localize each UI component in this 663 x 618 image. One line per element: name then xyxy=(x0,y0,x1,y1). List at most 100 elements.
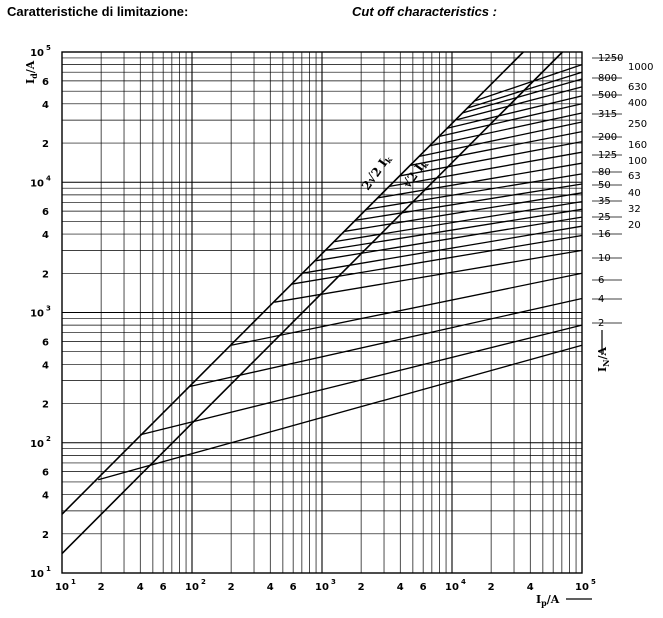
rating-label-text: 315 xyxy=(598,109,617,120)
rating-label-1250: 1250 xyxy=(592,53,623,64)
series-line-125 xyxy=(389,151,583,188)
series-line-160 xyxy=(400,140,583,177)
y-tick-text: 6 xyxy=(42,207,49,218)
y-axis-label: Id/A xyxy=(24,60,39,84)
rating-label-text: 500 xyxy=(598,90,617,101)
y-tick-text: 6 xyxy=(42,337,49,348)
x-tick-text: 10 xyxy=(315,582,329,593)
x-tick-label: 6 xyxy=(160,582,167,593)
y-tick-text: 4 xyxy=(42,360,49,371)
x-tick-text: 2 xyxy=(488,582,495,593)
x-tick-exponent: 5 xyxy=(591,578,596,586)
rating-label-text: 100 xyxy=(628,156,647,167)
rating-label-315: 315 xyxy=(592,109,622,120)
series-line-16 xyxy=(274,249,583,303)
rating-label-text: 125 xyxy=(598,150,617,161)
y-tick-label: 4 xyxy=(42,360,49,371)
y-axis-label-unit: /A xyxy=(24,60,37,73)
rating-label-16: 16 xyxy=(592,229,622,240)
x-tick-exponent: 3 xyxy=(331,578,336,586)
y-tick-text: 10 xyxy=(30,309,44,320)
y-axis-label-sub: d xyxy=(29,73,39,79)
rating-label-text: 630 xyxy=(628,82,647,93)
rating-label-500: 500 xyxy=(592,90,622,101)
y-tick-text: 4 xyxy=(42,491,49,502)
series-line-63 xyxy=(355,183,583,221)
rating-label-10: 10 xyxy=(592,253,622,264)
y-tick-text: 4 xyxy=(42,230,49,241)
x-tick-label: 10 3 xyxy=(315,578,336,593)
rating-label-text: 800 xyxy=(598,73,617,84)
x-axis-label: Ip/A xyxy=(536,593,592,608)
x-tick-label: 2 xyxy=(98,582,105,593)
y-tick-text: 2 xyxy=(42,139,49,150)
rating-axis-label: IN/A xyxy=(596,330,611,372)
rating-label-text: 63 xyxy=(628,171,641,182)
rating-label-630: 630 xyxy=(628,82,647,93)
rating-label-35: 35 xyxy=(592,196,622,207)
y-tick-exponent: 5 xyxy=(46,44,51,52)
series-line-50 xyxy=(344,192,583,232)
x-tick-text: 10 xyxy=(445,582,459,593)
y-tick-label: 6 xyxy=(42,207,49,218)
series-line-10 xyxy=(230,272,583,346)
y-tick-text: 2 xyxy=(42,400,49,411)
rating-label-text: 25 xyxy=(598,212,611,223)
y-tick-text: 10 xyxy=(30,439,44,450)
y-tick-label: 10 2 xyxy=(30,435,51,450)
rating-label-text: 20 xyxy=(628,220,641,231)
rating-label-text: 250 xyxy=(628,119,647,130)
rating-label-800: 800 xyxy=(592,73,622,84)
x-tick-label: 4 xyxy=(137,582,144,593)
rating-label-text: 80 xyxy=(598,167,611,178)
rating-label-text: 32 xyxy=(628,204,641,215)
rating-label-4: 4 xyxy=(592,294,622,305)
x-tick-text: 6 xyxy=(160,582,167,593)
x-axis-label-main: I xyxy=(536,593,541,606)
y-tick-label: 10 5 xyxy=(30,44,51,59)
y-tick-text: 2 xyxy=(42,269,49,280)
y-tick-label: 4 xyxy=(42,230,49,241)
y-tick-text: 10 xyxy=(30,178,44,189)
rating-label-125: 125 xyxy=(592,150,622,161)
rating-label-25: 25 xyxy=(592,212,622,223)
rating-label-text: 16 xyxy=(598,229,611,240)
x-tick-text: 2 xyxy=(228,582,235,593)
y-tick-text: 6 xyxy=(42,468,49,479)
rating-label-text: 6 xyxy=(598,275,604,286)
rating-label-text: 10 xyxy=(598,253,611,264)
rating-label-100: 100 xyxy=(628,156,647,167)
rating-label-text: 1000 xyxy=(628,62,653,73)
chart-rating-labels: 1250 800 500 315 200 125 80 50 35 25 16 10 6 4 2 1000 63… xyxy=(592,53,653,329)
x-tick-text: 4 xyxy=(267,582,274,593)
rating-label-200: 200 xyxy=(592,132,622,143)
x-tick-label: 6 xyxy=(290,582,297,593)
svg-text:Ip/A: Ip/A xyxy=(536,593,560,608)
x-tick-label: 10 1 xyxy=(55,578,76,593)
y-tick-exponent: 2 xyxy=(46,435,51,443)
title-italian: Caratteristiche di limitazione: xyxy=(7,4,189,19)
chart-grid xyxy=(61,51,583,574)
y-tick-exponent: 3 xyxy=(46,305,51,313)
x-tick-label: 4 xyxy=(527,582,534,593)
series-line-6 xyxy=(188,297,583,388)
y-tick-text: 10 xyxy=(30,569,44,580)
chart-series xyxy=(61,51,583,555)
y-tick-label: 6 xyxy=(42,468,49,479)
reference-line xyxy=(61,51,564,555)
y-tick-label: 2 xyxy=(42,400,49,411)
rating-label-160: 160 xyxy=(628,140,647,151)
x-tick-text: 10 xyxy=(55,582,69,593)
rating-label-2: 2 xyxy=(592,318,622,329)
y-tick-exponent: 4 xyxy=(46,174,51,182)
series-line-400 xyxy=(439,103,583,138)
x-axis-label-sub: p xyxy=(541,598,547,608)
series-line-80 xyxy=(366,173,583,210)
series-line-40 xyxy=(334,200,583,243)
rating-label-text: 4 xyxy=(598,294,604,305)
x-tick-text: 10 xyxy=(185,582,199,593)
series-line-100 xyxy=(377,162,583,199)
x-tick-text: 6 xyxy=(290,582,297,593)
x-tick-text: 2 xyxy=(98,582,105,593)
